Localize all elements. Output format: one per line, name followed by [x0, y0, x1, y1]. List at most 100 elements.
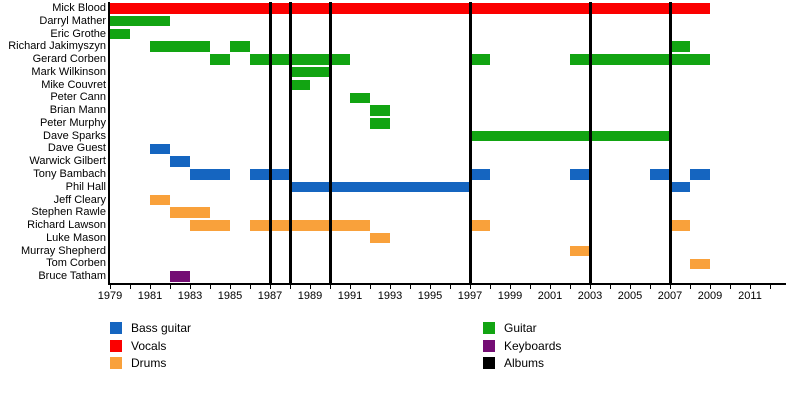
x-axis-line: [108, 283, 786, 285]
x-axis-tick-label: 1985: [217, 290, 243, 302]
y-axis-line: [108, 2, 110, 283]
timeline-bar: [570, 169, 590, 180]
member-label: Stephen Rawle: [31, 206, 106, 219]
x-axis-tick-label: 2011: [738, 290, 762, 302]
member-label: Luke Mason: [46, 231, 106, 244]
x-axis-tick-label: 1991: [337, 290, 363, 302]
x-axis-tick-label: 2005: [617, 290, 643, 302]
legend-label: Keyboards: [504, 338, 562, 353]
album-line: [468, 2, 472, 283]
timeline-bar: [570, 245, 590, 257]
legend-label: Bass guitar: [131, 321, 192, 335]
timeline-bar: [470, 54, 490, 65]
member-label: Murray Shepherd: [21, 244, 106, 257]
x-axis-tick: [769, 285, 771, 289]
album-line: [268, 2, 272, 283]
x-axis-tick: [389, 285, 391, 289]
x-axis-tick: [449, 285, 451, 289]
x-axis-tick: [209, 285, 211, 289]
x-axis-tick: [189, 285, 191, 289]
x-axis-tick: [229, 285, 231, 289]
x-axis-tick: [369, 285, 371, 289]
timeline-bar: [470, 130, 670, 142]
timeline-bar: [190, 169, 230, 180]
member-label: Eric Grothe: [50, 27, 106, 40]
x-axis-tick-label: 2001: [537, 290, 563, 302]
timeline-bar: [370, 105, 390, 116]
x-axis-tick: [409, 285, 411, 289]
x-axis-tick: [169, 285, 171, 289]
legend-swatch-albums: [483, 357, 495, 369]
x-axis-tick-label: 1999: [497, 290, 523, 302]
x-axis-tick: [249, 285, 251, 289]
timeline-bar: [150, 143, 170, 155]
timeline-bar: [470, 220, 490, 231]
x-axis-tick: [609, 285, 611, 289]
legend-item: Vocals: [110, 339, 270, 353]
timeline-bar: [570, 54, 710, 65]
member-label: Brian Mann: [49, 104, 106, 117]
timeline-bar: [290, 181, 470, 193]
x-axis-tick: [689, 285, 691, 289]
x-axis-tick: [269, 285, 271, 289]
x-axis-tick: [129, 285, 131, 289]
member-label: Phil Hall: [65, 180, 106, 193]
member-label: Warwick Gilbert: [29, 155, 106, 168]
timeline-bar: [290, 66, 330, 78]
x-axis-tick-label: 1981: [137, 290, 163, 302]
x-axis-tick-label: 1989: [297, 290, 323, 302]
legend-label: Albums: [504, 356, 545, 370]
timeline-bar: [210, 54, 230, 65]
x-axis-tick: [309, 285, 311, 289]
legend-swatch-drums: [110, 357, 122, 369]
timeline-bar: [250, 54, 350, 65]
x-axis-tick: [489, 285, 491, 289]
album-line: [288, 2, 292, 283]
timeline-bar: [670, 41, 690, 52]
x-axis-tick-label: 2003: [577, 290, 603, 302]
timeline-bar: [690, 169, 710, 180]
member-label: Jeff Cleary: [53, 193, 106, 206]
member-label: Gerard Corben: [32, 53, 106, 66]
x-axis-tick-label: 2009: [697, 290, 723, 302]
timeline-bar: [110, 15, 170, 27]
album-line: [328, 2, 332, 283]
x-axis-tick-label: 1979: [97, 290, 123, 302]
legend-swatch-guitar: [483, 322, 495, 334]
legend-item: Drums: [110, 357, 270, 370]
timeline-bar: [670, 181, 690, 193]
member-label: Tom Corben: [46, 257, 106, 270]
timeline-bar: [470, 169, 490, 180]
legend-label: Guitar: [504, 321, 537, 335]
member-label: Tony Bambach: [33, 168, 106, 180]
x-axis-tick: [329, 285, 331, 289]
timeline-bar: [150, 194, 170, 206]
timeline-bar: [190, 220, 230, 231]
legend-swatch-bass-guitar: [110, 322, 122, 334]
x-axis-tick: [569, 285, 571, 289]
member-label: Richard Lawson: [27, 219, 106, 232]
member-label: Darryl Mather: [39, 14, 106, 27]
x-axis-tick: [349, 285, 351, 289]
x-axis-tick-label: 1995: [417, 290, 443, 302]
timeline-bar: [370, 232, 390, 244]
legend-item: Bass guitar: [110, 322, 270, 335]
x-axis-tick-label: 1993: [377, 290, 403, 302]
x-axis-tick: [589, 285, 591, 289]
x-axis-tick-label: 2007: [657, 290, 683, 302]
member-label: Dave Sparks: [43, 129, 106, 142]
member-label: Mike Couvret: [41, 78, 106, 91]
x-axis-tick-label: 1983: [177, 290, 203, 302]
x-axis-tick: [149, 285, 151, 289]
legend-swatch-keyboards: [483, 339, 495, 352]
member-label: Mick Blood: [52, 2, 106, 14]
x-axis-tick: [729, 285, 731, 289]
timeline-bar: [170, 271, 190, 282]
member-label: Richard Jakimyszyn: [8, 40, 106, 53]
album-line: [588, 2, 592, 283]
x-axis-tick: [629, 285, 631, 289]
timeline-bar: [150, 41, 210, 52]
member-label: Peter Murphy: [39, 116, 106, 129]
album-line: [668, 2, 672, 283]
